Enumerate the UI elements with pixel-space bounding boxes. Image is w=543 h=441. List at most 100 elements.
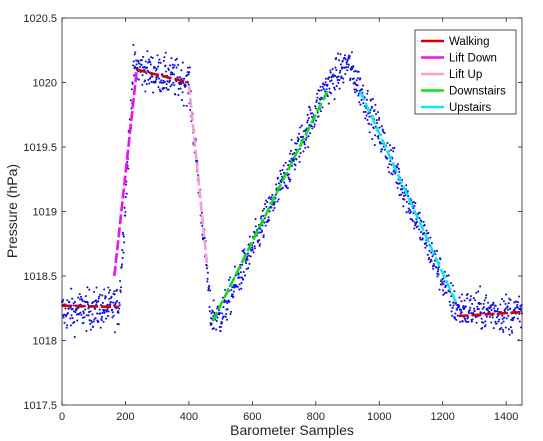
scatter-point <box>303 143 306 146</box>
scatter-points <box>60 43 524 342</box>
scatter-point <box>266 201 269 204</box>
scatter-point <box>323 83 326 86</box>
scatter-point <box>98 295 101 298</box>
scatter-point <box>336 79 339 82</box>
scatter-point <box>369 98 373 101</box>
scatter-point <box>87 314 90 317</box>
scatter-point <box>79 298 82 301</box>
scatter-point <box>133 53 136 56</box>
scatter-point <box>347 66 350 69</box>
scatter-point <box>129 99 132 102</box>
scatter-point <box>66 324 69 327</box>
scatter-point <box>418 217 421 220</box>
scatter-point <box>243 251 246 254</box>
scatter-point <box>319 98 322 101</box>
scatter-point <box>370 105 373 108</box>
scatter-point <box>354 69 357 72</box>
scatter-point <box>105 317 108 320</box>
scatter-point <box>389 160 392 163</box>
scatter-point <box>135 63 138 66</box>
scatter-point <box>397 167 400 171</box>
scatter-point <box>368 115 371 118</box>
scatter-point <box>476 305 479 308</box>
scatter-point <box>425 244 428 247</box>
x-tick-label: 400 <box>180 411 198 423</box>
scatter-point <box>329 92 333 95</box>
scatter-point <box>516 306 519 309</box>
scatter-point <box>413 227 416 230</box>
scatter-point <box>158 88 161 91</box>
scatter-point <box>146 50 149 53</box>
scatter-point <box>463 299 466 302</box>
scatter-point <box>428 256 431 260</box>
scatter-point <box>103 308 106 311</box>
scatter-point <box>177 87 180 91</box>
scatter-point <box>498 318 501 321</box>
scatter-point <box>72 304 75 307</box>
scatter-point <box>218 311 222 315</box>
scatter-point <box>430 242 433 245</box>
scatter-point <box>279 172 282 176</box>
scatter-point <box>86 301 89 304</box>
scatter-point <box>355 89 359 93</box>
scatter-point <box>139 59 142 62</box>
scatter-point <box>488 310 491 313</box>
scatter-point <box>371 97 374 101</box>
scatter-point <box>277 198 280 201</box>
scatter-point <box>477 308 480 311</box>
scatter-point <box>352 65 355 68</box>
scatter-point <box>253 245 256 248</box>
scatter-point <box>171 71 174 74</box>
scatter-point <box>481 326 484 329</box>
scatter-point <box>258 243 262 246</box>
scatter-point <box>62 298 65 301</box>
legend-box <box>414 29 517 115</box>
scatter-point <box>472 297 475 300</box>
scatter-point <box>337 75 340 78</box>
scatter-point <box>96 312 99 315</box>
scatter-point <box>328 87 331 90</box>
scatter-point <box>400 184 403 187</box>
scatter-point <box>431 255 434 258</box>
scatter-point <box>455 308 459 311</box>
scatter-point <box>242 278 245 281</box>
scatter-point <box>265 205 268 208</box>
scatter-point <box>97 297 100 300</box>
scatter-point <box>175 57 178 60</box>
scatter-point <box>489 306 492 309</box>
scatter-point <box>145 83 148 86</box>
scatter-point <box>313 123 316 126</box>
scatter-point <box>230 288 233 292</box>
scatter-point <box>99 326 102 329</box>
scatter-point <box>436 270 439 273</box>
scatter-point <box>453 316 456 319</box>
scatter-point <box>176 76 179 79</box>
scatter-point <box>157 85 160 89</box>
scatter-point <box>177 63 180 67</box>
scatter-point <box>113 331 117 334</box>
y-tick-label: 1018 <box>33 336 57 348</box>
scatter-point <box>477 290 480 293</box>
scatter-point <box>306 119 309 122</box>
scatter-point <box>383 148 387 151</box>
scatter-point <box>166 80 169 83</box>
scatter-point <box>251 249 254 252</box>
scatter-point <box>132 64 135 67</box>
scatter-point <box>357 92 360 95</box>
scatter-point <box>401 191 404 194</box>
scatter-point <box>392 150 395 153</box>
scatter-point <box>510 329 513 332</box>
scatter-point <box>224 288 227 291</box>
scatter-point <box>63 321 66 324</box>
scatter-point <box>494 304 497 307</box>
scatter-point <box>299 152 302 155</box>
scatter-point <box>103 288 106 291</box>
scatter-point <box>504 326 507 329</box>
scatter-point <box>109 301 112 304</box>
scatter-point <box>64 307 67 310</box>
scatter-point <box>316 92 319 95</box>
scatter-point <box>402 194 406 197</box>
scatter-point <box>307 116 310 120</box>
scatter-point <box>131 82 134 85</box>
scatter-point <box>333 86 336 89</box>
